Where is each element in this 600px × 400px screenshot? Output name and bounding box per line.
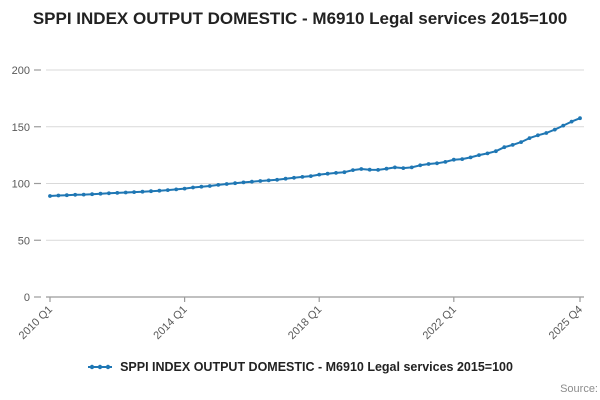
data-point <box>98 191 103 196</box>
data-point <box>174 187 179 192</box>
data-point <box>451 157 456 162</box>
y-tick-label: 50 <box>18 235 30 247</box>
data-point <box>393 165 397 170</box>
legend-swatch-dot <box>89 364 95 370</box>
legend-swatch-dot <box>105 364 111 370</box>
data-point <box>48 194 52 198</box>
plot-area: 0 50 100 150 200 2010 Q1 2014 Q1 2018 Q1 2022 Q1… <box>12 65 585 342</box>
legend-swatch-dot <box>97 364 103 370</box>
data-point <box>443 160 448 164</box>
y-tick-label: 100 <box>12 179 30 191</box>
data-point <box>216 183 221 187</box>
data-point <box>435 161 439 166</box>
data-point <box>115 191 120 195</box>
data-point <box>418 163 423 168</box>
data-point <box>376 168 380 172</box>
data-point <box>519 140 523 144</box>
data-point <box>123 190 128 195</box>
data-point <box>64 193 69 198</box>
data-point <box>182 186 187 191</box>
data-point <box>191 185 195 190</box>
data-point <box>300 175 305 179</box>
data-point <box>552 127 557 132</box>
data-point <box>468 155 473 160</box>
data-point <box>409 165 414 170</box>
data-point <box>56 193 61 198</box>
data-point <box>578 116 582 121</box>
x-tick-label: 2018 Q1 <box>286 304 324 342</box>
y-tick-label: 150 <box>12 122 30 134</box>
data-point <box>250 179 254 184</box>
x-tick-label: 2022 Q1 <box>421 304 459 342</box>
data-point <box>73 192 78 197</box>
data-point <box>317 172 322 177</box>
data-point <box>132 190 137 195</box>
y-tick-label: 200 <box>12 65 30 77</box>
data-point <box>266 178 271 183</box>
data-point <box>384 166 389 171</box>
data-point <box>233 181 238 186</box>
data-point <box>569 119 574 124</box>
data-point <box>561 123 566 128</box>
source-label: Source: <box>560 383 598 395</box>
data-point <box>367 167 372 172</box>
data-point <box>199 184 204 189</box>
data-point <box>157 188 162 193</box>
data-point <box>477 153 481 157</box>
data-point <box>325 171 330 176</box>
data-point <box>258 179 263 183</box>
data-point <box>275 177 279 182</box>
data-point <box>460 157 465 161</box>
data-point <box>502 145 507 150</box>
data-point <box>527 136 532 140</box>
legend: SPPI INDEX OUTPUT DOMESTIC - M6910 Legal… <box>0 360 600 374</box>
data-point <box>494 149 498 154</box>
data-point <box>334 171 338 175</box>
data-point <box>292 175 296 180</box>
data-point <box>536 133 540 138</box>
data-point <box>401 166 406 170</box>
data-point <box>342 170 347 175</box>
legend-line-icon <box>88 364 113 370</box>
data-point <box>207 184 212 188</box>
data-point <box>140 189 145 194</box>
data-point <box>544 131 549 135</box>
data-point <box>149 189 153 194</box>
data-point <box>308 174 313 178</box>
data-point <box>81 192 86 197</box>
data-point <box>241 180 246 185</box>
data-point <box>510 143 515 147</box>
data-point <box>90 192 94 197</box>
data-point <box>165 188 170 193</box>
y-tick-label: 0 <box>24 292 30 304</box>
data-point <box>426 162 431 166</box>
data-point <box>359 167 364 171</box>
chart-title: SPPI INDEX OUTPUT DOMESTIC - M6910 Legal… <box>32 9 568 28</box>
data-point <box>351 168 355 172</box>
x-tick-label: 2010 Q1 <box>17 304 55 342</box>
series-line <box>49 117 581 197</box>
data-point <box>107 191 111 196</box>
data-point <box>224 182 229 186</box>
data-point <box>283 176 288 181</box>
x-tick-label: 2014 Q1 <box>151 304 189 342</box>
data-point <box>485 151 490 156</box>
legend-label: SPPI INDEX OUTPUT DOMESTIC - M6910 Legal… <box>120 360 513 374</box>
x-tick-label: 2025 Q4 <box>547 304 585 342</box>
